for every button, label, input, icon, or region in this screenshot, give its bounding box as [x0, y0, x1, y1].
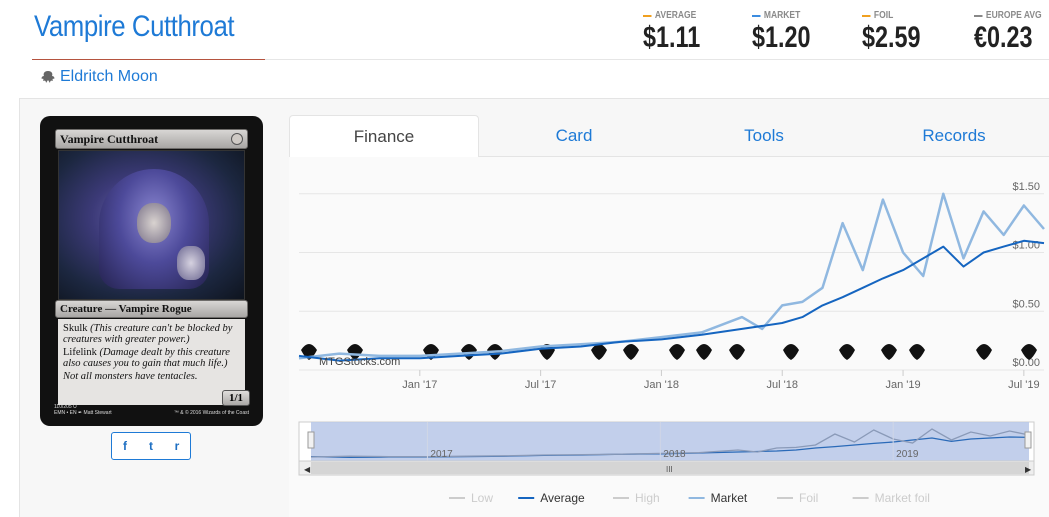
x-tick-label: Jul '17: [525, 379, 556, 391]
tab-finance[interactable]: Finance: [289, 115, 479, 158]
share-buttons: f t r: [111, 432, 191, 460]
set-release-icon[interactable]: [1021, 344, 1037, 360]
set-release-icon[interactable]: [623, 344, 639, 360]
navigator-right-handle[interactable]: [1024, 431, 1032, 449]
set-release-icon[interactable]: [729, 344, 745, 360]
price-chart-svg: $0.00$0.50$1.00$1.50 Jan '17 Jul '17 Jan '…: [298, 181, 1045, 505]
facebook-icon[interactable]: f: [123, 439, 127, 453]
card-footer: 110/205 U EMN • EN ✒ Matt Stewart ™ & © …: [54, 404, 249, 416]
card-name: Vampire Cutthroat: [55, 129, 248, 149]
price-europe-avg: EUROPE AVG €0.23: [974, 10, 1042, 54]
card-art: [58, 150, 245, 300]
navigator-year-label: 2018: [663, 449, 686, 460]
y-tick-label: $0.50: [1012, 298, 1040, 310]
scroll-left-icon[interactable]: ◀: [304, 465, 311, 474]
twitter-icon[interactable]: t: [149, 439, 153, 453]
eldritch-moon-set-icon: [41, 71, 55, 83]
navigator-year-label: 2019: [896, 449, 919, 460]
card-power-toughness: 1/1: [222, 390, 250, 406]
navigator-line: [310, 428, 1030, 458]
set-link[interactable]: Eldritch Moon: [40, 68, 158, 86]
navigator-left-handle[interactable]: [307, 431, 315, 449]
title-underline: [32, 59, 265, 60]
price-market: MARKET $1.20: [752, 10, 811, 54]
set-release-icon[interactable]: [783, 344, 799, 360]
price-chart[interactable]: $0.00 $0.50 $1.00 $1.50 Jan '17 Jul '17 Jan '…: [289, 157, 1049, 517]
x-tick-label: Jul '18: [767, 379, 798, 391]
set-release-icon[interactable]: [976, 344, 992, 360]
y-tick-label: $1.50: [1012, 181, 1040, 193]
card-rules-text: Skulk (This creature can't be blocked by…: [58, 319, 245, 405]
x-tick-label: Jul '19: [1008, 379, 1039, 391]
set-release-icon[interactable]: [909, 344, 925, 360]
chart-watermark: MTGStocks.com: [319, 356, 400, 368]
europe-dash-icon: [974, 14, 983, 17]
navigator-year-label: 2017: [430, 449, 453, 460]
set-release-icon[interactable]: [839, 344, 855, 360]
scrollbar-grip-icon: III: [666, 465, 673, 474]
market-price-value: $1.20: [752, 21, 811, 54]
legend-item-low[interactable]: Low: [471, 491, 493, 505]
set-release-icon[interactable]: [591, 344, 607, 360]
reddit-icon[interactable]: r: [174, 439, 180, 453]
series-line-market: [298, 192, 1045, 360]
foil-dash-icon: [862, 14, 871, 17]
scrollbar-thumb[interactable]: [311, 462, 1029, 474]
legend-item-market[interactable]: Market: [711, 491, 748, 505]
tab-tools[interactable]: Tools: [744, 126, 784, 145]
set-release-icon[interactable]: [347, 344, 363, 360]
page-title: Vampire Cutthroat: [34, 10, 235, 43]
card-image: Vampire Cutthroat Creature — Vampire Rog…: [40, 116, 263, 426]
tab-bar: Finance Card Tools Records: [289, 115, 1049, 158]
set-release-icon[interactable]: [881, 344, 897, 360]
tab-records[interactable]: Records: [922, 126, 986, 145]
legend-item-foil[interactable]: Foil: [799, 491, 818, 505]
x-tick-label: Jan '17: [402, 379, 437, 391]
set-release-icon[interactable]: [696, 344, 712, 360]
card-type-line: Creature — Vampire Rogue: [55, 300, 248, 318]
x-tick-label: Jan '19: [885, 379, 920, 391]
foil-price-value: $2.59: [862, 21, 921, 54]
legend-item-average[interactable]: Average: [540, 491, 585, 505]
average-price-value: $1.11: [643, 21, 701, 54]
market-dash-icon: [752, 14, 761, 17]
x-tick-label: Jan '18: [644, 379, 679, 391]
header-divider: [265, 59, 1049, 60]
legend-item-high[interactable]: High: [635, 491, 660, 505]
tab-card[interactable]: Card: [555, 126, 593, 145]
price-foil: FOIL $2.59: [862, 10, 921, 54]
series-line-average: [298, 239, 1045, 362]
card-flavor-text: Not all monsters have tentacles.: [63, 371, 198, 382]
scroll-right-icon[interactable]: ▶: [1025, 465, 1032, 474]
set-release-icon[interactable]: [669, 344, 685, 360]
europe-price-value: €0.23: [974, 21, 1033, 54]
legend-item-market-foil[interactable]: Market foil: [875, 491, 930, 505]
average-dash-icon: [643, 14, 652, 17]
y-tick-label: $0.00: [1012, 357, 1040, 369]
price-average: AVERAGE $1.11: [643, 10, 701, 54]
black-mana-icon: [231, 133, 243, 145]
set-name: Eldritch Moon: [60, 68, 158, 85]
